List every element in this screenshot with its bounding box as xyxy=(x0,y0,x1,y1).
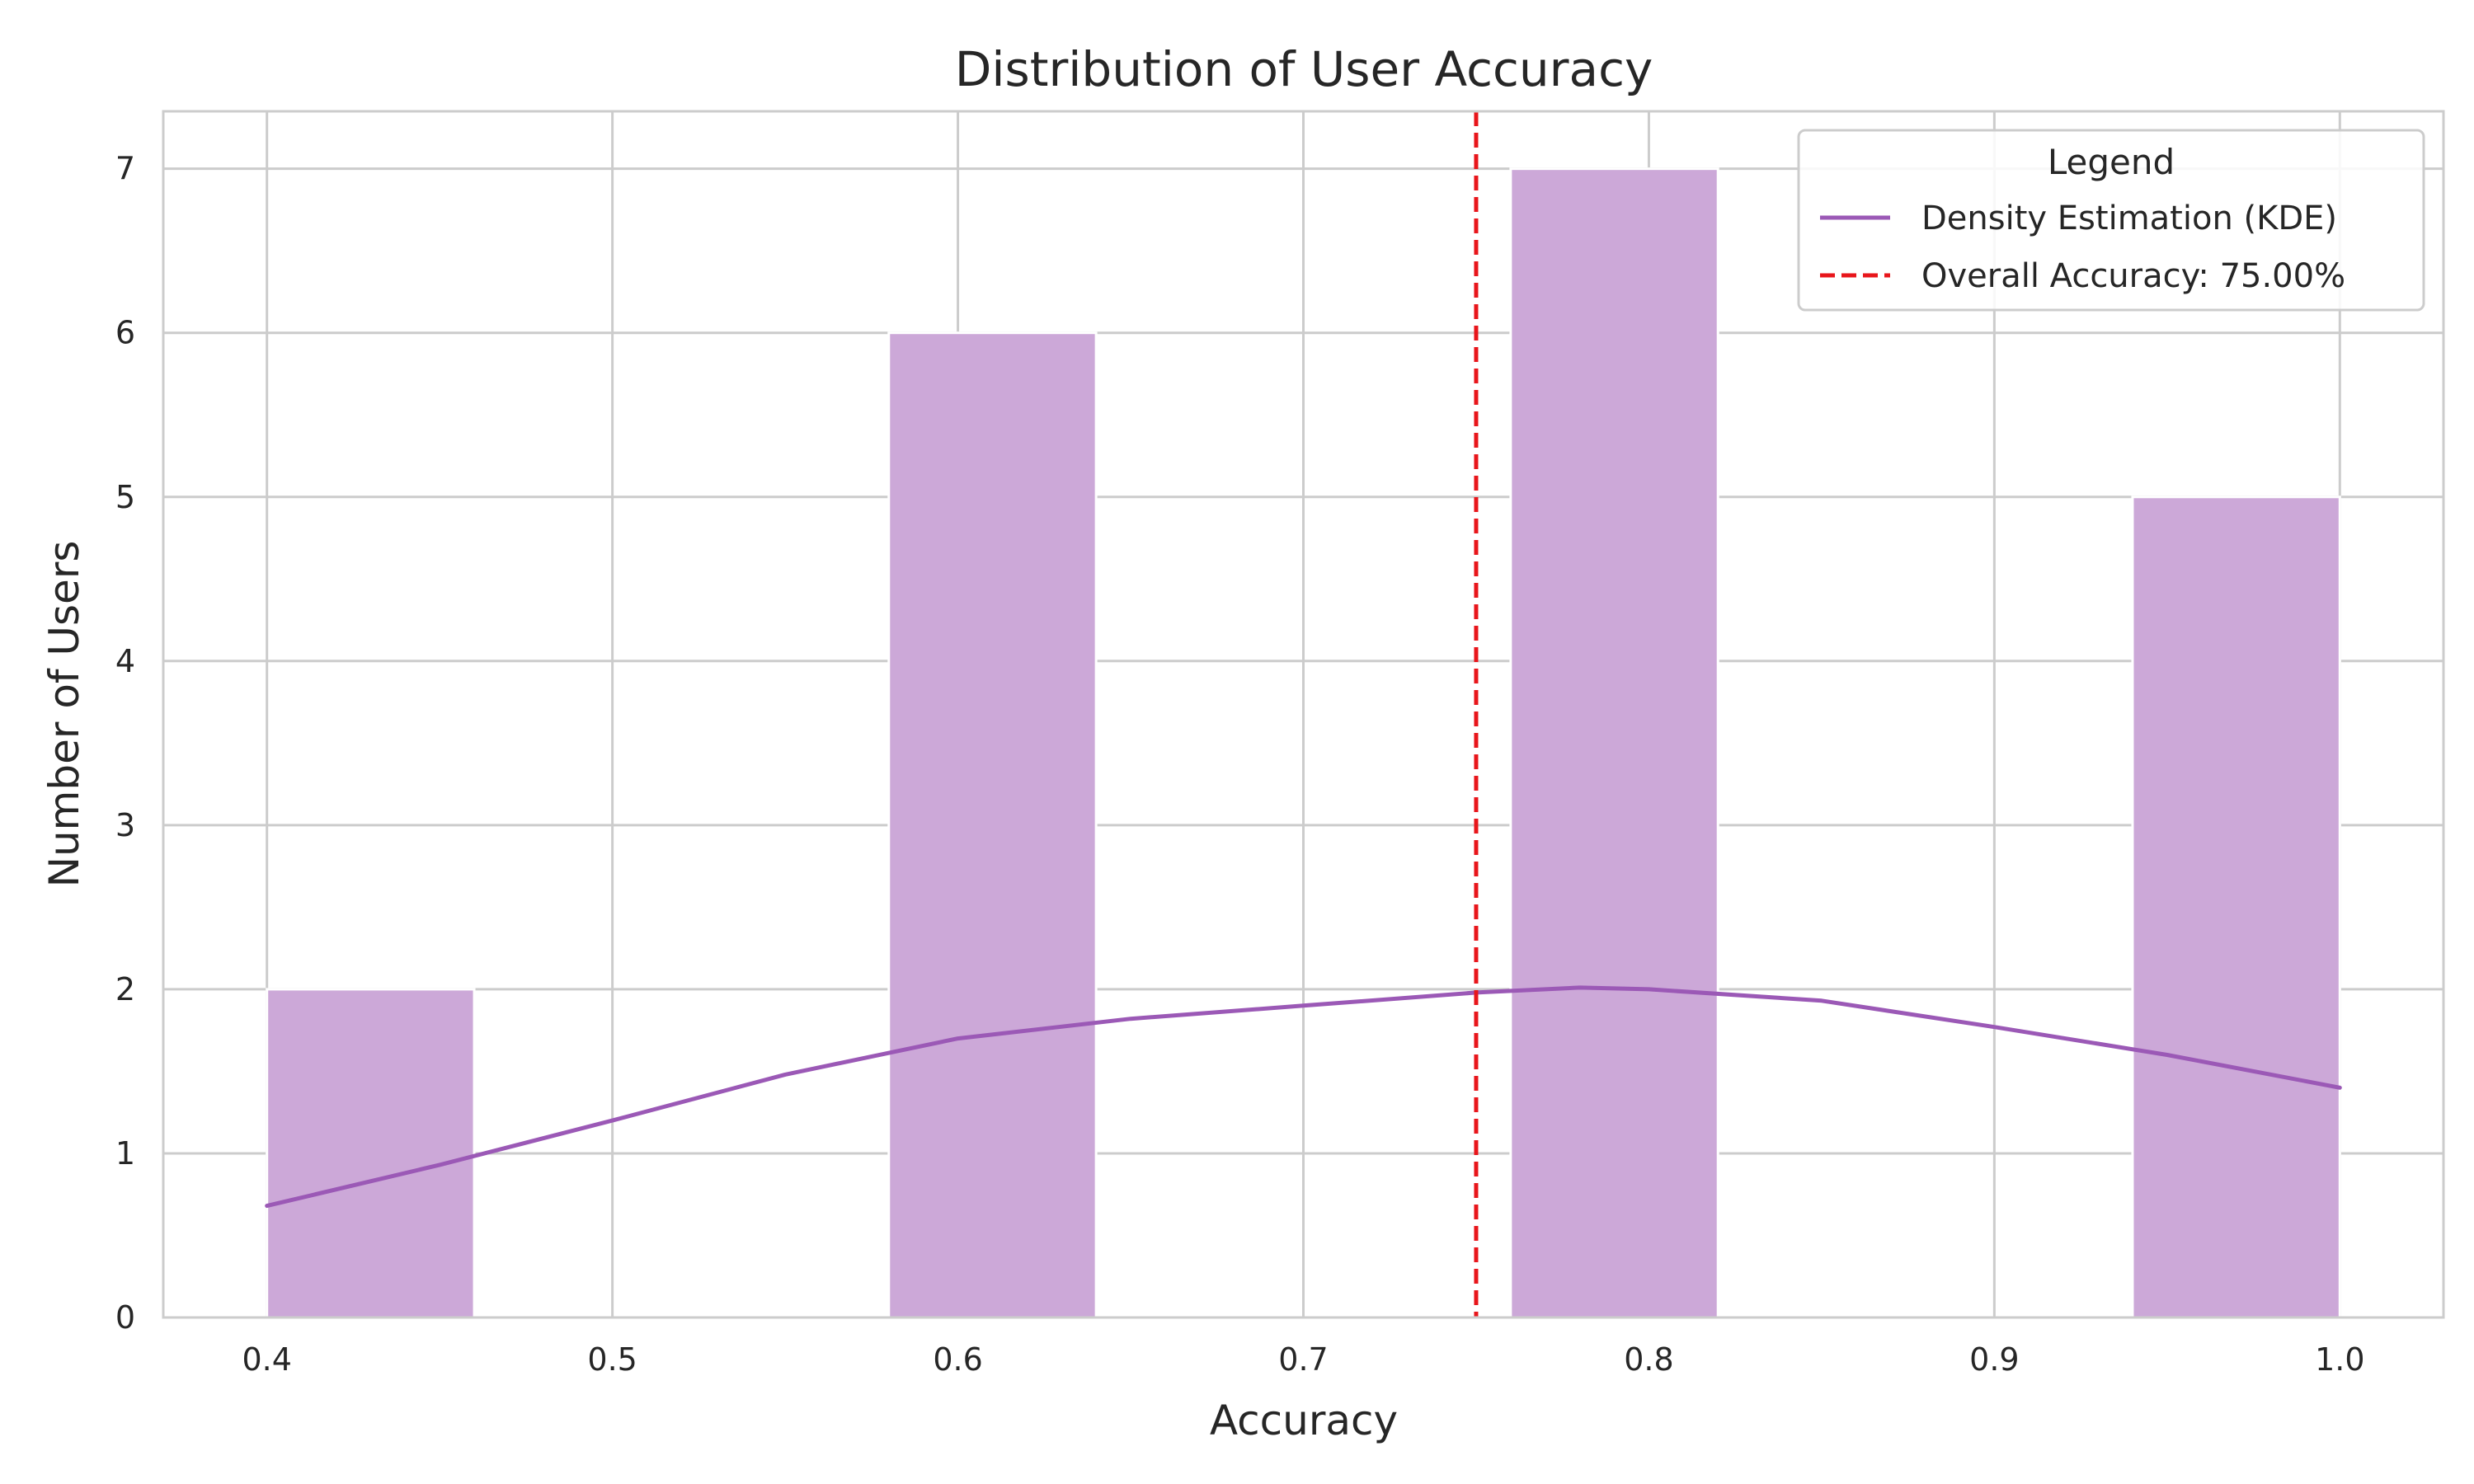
y-tick-label: 2 xyxy=(115,971,135,1007)
kde-curve-layer xyxy=(265,985,2342,1209)
plot-frame xyxy=(162,110,2445,1319)
legend-box xyxy=(1797,129,2425,312)
x-tick-label: 0.4 xyxy=(242,1341,291,1378)
x-tick-label: 0.9 xyxy=(1969,1341,2019,1378)
y-axis-label: Number of Users xyxy=(40,541,88,888)
x-tick-labels: 0.4 0.5 0.6 0.7 0.8 0.9 1.0 xyxy=(242,1341,2364,1378)
legend: Legend Density Estimation (KDE) Overall … xyxy=(1797,129,2425,312)
y-tick-label: 5 xyxy=(115,479,135,515)
legend-title: Legend xyxy=(2048,142,2175,182)
histogram-bar xyxy=(887,331,1098,1319)
histogram-bars xyxy=(266,167,2341,1319)
x-axis-label: Accuracy xyxy=(1210,1397,1398,1444)
x-tick-label: 0.5 xyxy=(587,1341,637,1378)
histogram-bar xyxy=(2131,495,2341,1319)
x-tick-label: 0.8 xyxy=(1624,1341,1673,1378)
y-tick-labels: 0 1 2 3 4 5 6 7 xyxy=(115,151,135,1336)
histogram-bar xyxy=(1509,167,1719,1319)
y-tick-label: 3 xyxy=(115,807,135,843)
legend-label-kde: Density Estimation (KDE) xyxy=(1921,200,2337,237)
x-tick-label: 0.7 xyxy=(1278,1341,1328,1378)
y-tick-label: 6 xyxy=(115,315,135,351)
legend-label-overall-accuracy: Overall Accuracy: 75.00% xyxy=(1921,257,2345,295)
y-tick-label: 0 xyxy=(115,1299,135,1336)
chart-title: Distribution of User Accuracy xyxy=(955,41,1653,97)
y-tick-label: 4 xyxy=(115,643,135,679)
x-tick-label: 1.0 xyxy=(2315,1341,2364,1378)
kde-curve xyxy=(265,985,2342,1209)
y-tick-label: 7 xyxy=(115,151,135,187)
histogram-bar xyxy=(266,988,476,1319)
x-tick-label: 0.6 xyxy=(933,1341,982,1378)
y-tick-label: 1 xyxy=(115,1135,135,1172)
